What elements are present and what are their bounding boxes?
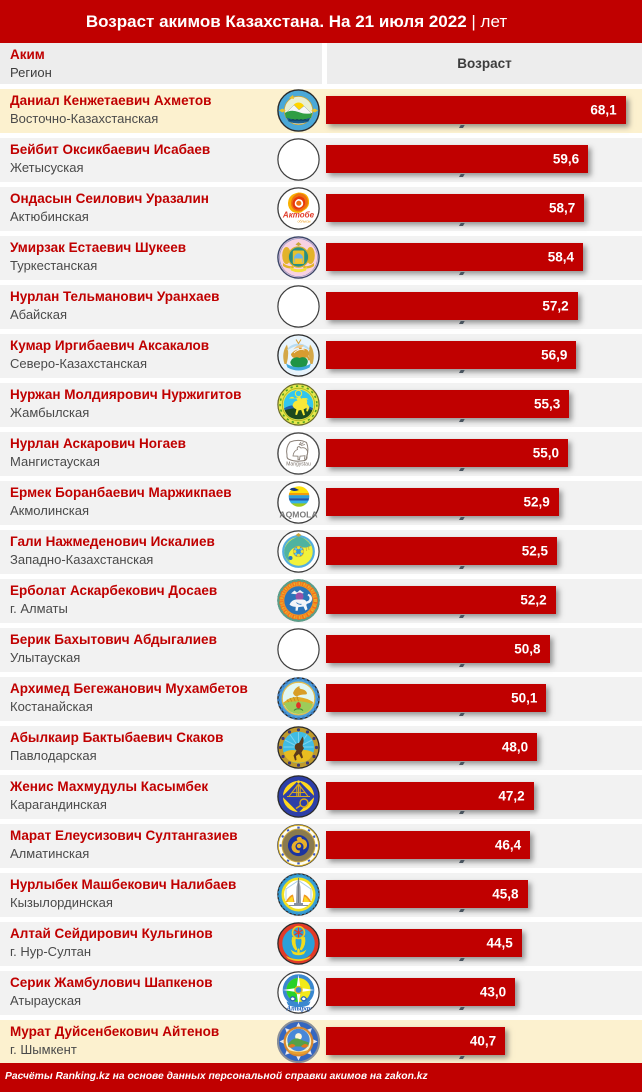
svg-text:Mangystau: Mangystau bbox=[286, 462, 311, 468]
svg-text:Актобе: Актобе bbox=[282, 211, 315, 220]
svg-text:облысы: облысы bbox=[298, 220, 311, 224]
svg-text:Атырау: Атырау bbox=[286, 1005, 313, 1013]
svg-text:AQMOLA: AQMOLA bbox=[279, 510, 317, 520]
